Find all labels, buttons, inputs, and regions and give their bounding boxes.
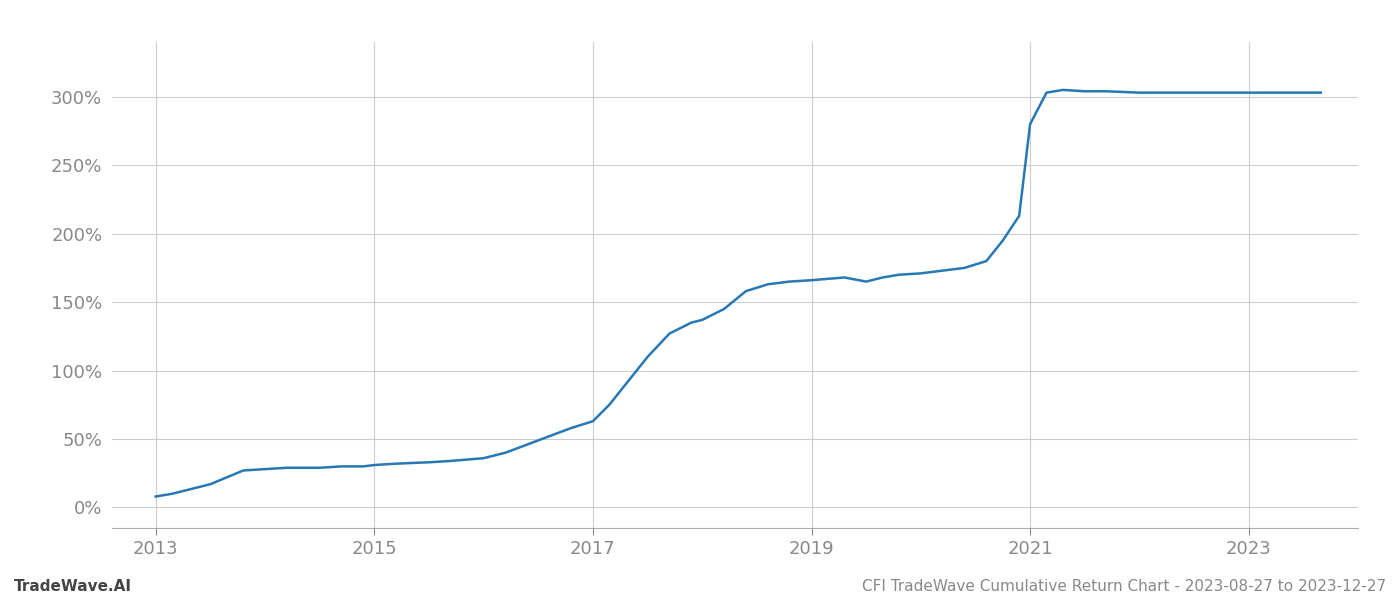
Text: TradeWave.AI: TradeWave.AI xyxy=(14,579,132,594)
Text: CFI TradeWave Cumulative Return Chart - 2023-08-27 to 2023-12-27: CFI TradeWave Cumulative Return Chart - … xyxy=(862,579,1386,594)
